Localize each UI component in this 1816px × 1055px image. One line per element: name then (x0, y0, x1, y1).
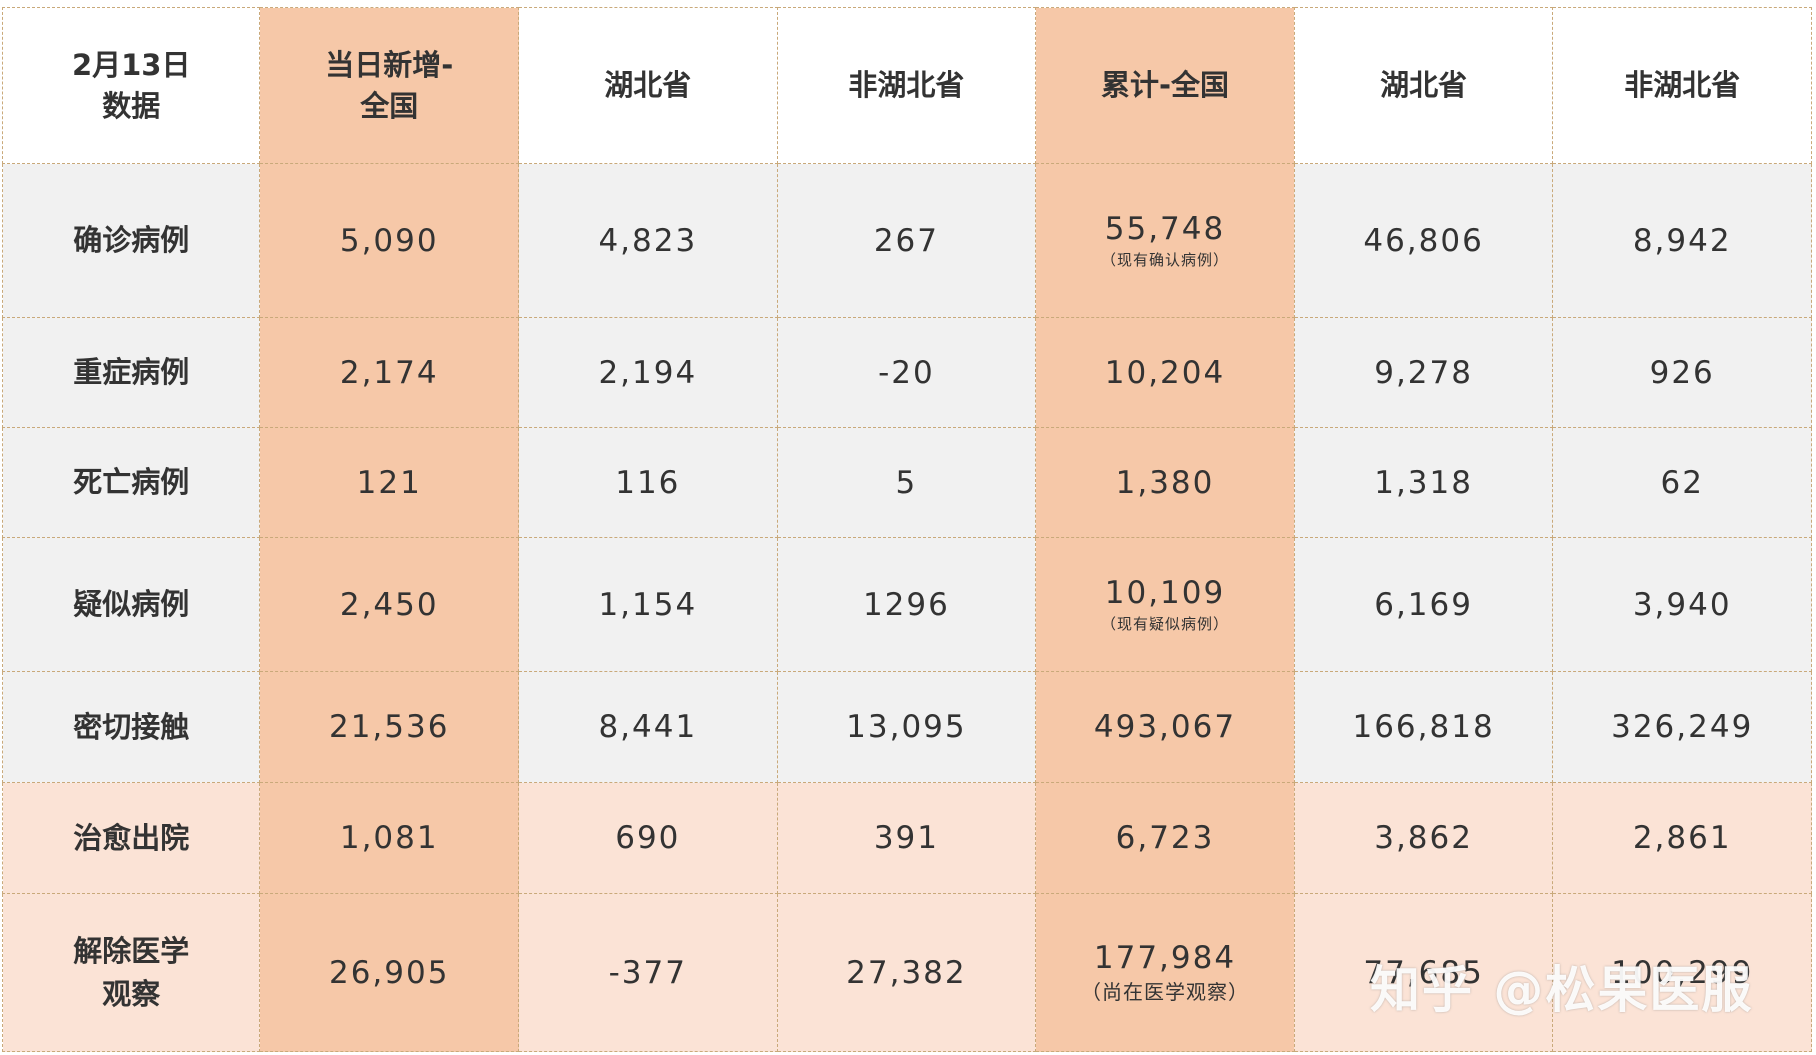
table-row-severe: 重症病例 2,174 2,194 -20 10,204 9,278 926 (1, 317, 1812, 428)
row-label: 重症病例 (1, 317, 261, 428)
cell-daily-national: 5,090 (259, 163, 520, 318)
cell-value: 177,984 (1093, 940, 1237, 976)
header-date: 2月13日 (71, 47, 191, 82)
statistics-table: 2月13日 数据 当日新增- 全国 湖北省 非湖北省 累计-全国 湖北省 非湖北… (1, 7, 1812, 1052)
cell-cumulative-non-hubei: 8,942 (1552, 163, 1812, 318)
table-row-close-contact: 密切接触 21,536 8,441 13,095 493,067 166,818… (1, 671, 1812, 783)
header-hubei-cumulative: 湖北省 (1293, 7, 1554, 164)
cell-note: （尚在医学观察） (1081, 980, 1249, 1004)
cell-value: 10,109 (1104, 575, 1226, 611)
header-hubei-daily: 湖北省 (518, 7, 778, 164)
cell-cumulative-national: 177,984 （尚在医学观察） (1035, 893, 1295, 1052)
header-cumulative-national: 累计-全国 (1035, 7, 1295, 164)
cell-cumulative-national: 55,748 （现有确认病例） (1035, 163, 1295, 318)
header-daily-new-national: 当日新增- 全国 (259, 7, 520, 164)
header-daily-new-line1: 当日新增- (325, 47, 454, 82)
cell-cumulative-non-hubei: 100,299 (1552, 893, 1812, 1052)
cell-daily-non-hubei: 391 (776, 782, 1037, 894)
table-row-death: 死亡病例 121 116 5 1,380 1,318 62 (1, 427, 1812, 538)
row-label: 确诊病例 (1, 163, 261, 318)
cell-cumulative-non-hubei: 926 (1552, 317, 1812, 428)
row-label-line2: 观察 (102, 976, 161, 1011)
cell-daily-hubei: 8,441 (518, 671, 778, 783)
cell-cumulative-national: 10,109 （现有疑似病例） (1035, 537, 1295, 672)
row-label: 解除医学 观察 (1, 893, 261, 1052)
row-label: 治愈出院 (1, 782, 261, 894)
table-row-cured: 治愈出院 1,081 690 391 6,723 3,862 2,861 (1, 782, 1812, 894)
cell-daily-hubei: 690 (518, 782, 778, 894)
cell-daily-national: 2,174 (259, 317, 520, 428)
cell-cumulative-national: 6,723 (1035, 782, 1295, 894)
cell-cumulative-non-hubei: 326,249 (1552, 671, 1812, 783)
cell-daily-hubei: 2,194 (518, 317, 778, 428)
cell-cumulative-hubei: 3,862 (1293, 782, 1554, 894)
cell-note: （现有确认病例） (1100, 251, 1229, 269)
cell-cumulative-hubei: 9,278 (1293, 317, 1554, 428)
cell-daily-national: 2,450 (259, 537, 520, 672)
row-label: 疑似病例 (1, 537, 261, 672)
table-row-released-observation: 解除医学 观察 26,905 -377 27,382 177,984 （尚在医学… (1, 893, 1812, 1052)
header-daily-new-line2: 全国 (360, 88, 419, 123)
cell-daily-non-hubei: 1296 (776, 537, 1037, 672)
cell-cumulative-national: 1,380 (1035, 427, 1295, 538)
cell-cumulative-hubei: 6,169 (1293, 537, 1554, 672)
cell-daily-hubei: 116 (518, 427, 778, 538)
cell-cumulative-non-hubei: 62 (1552, 427, 1812, 538)
cell-daily-non-hubei: 267 (776, 163, 1037, 318)
cell-cumulative-hubei: 1,318 (1293, 427, 1554, 538)
cell-cumulative-national: 10,204 (1035, 317, 1295, 428)
cell-daily-national: 121 (259, 427, 520, 538)
cell-daily-hubei: 1,154 (518, 537, 778, 672)
row-label: 死亡病例 (1, 427, 261, 538)
table-row-suspected: 疑似病例 2,450 1,154 1296 10,109 （现有疑似病例） 6,… (1, 537, 1812, 672)
row-label-line1: 解除医学 (73, 934, 190, 969)
header-corner-cell: 2月13日 数据 (1, 7, 261, 164)
table-row-confirmed: 确诊病例 5,090 4,823 267 55,748 （现有确认病例） 46,… (1, 163, 1812, 318)
cell-daily-non-hubei: -20 (776, 317, 1037, 428)
cell-cumulative-non-hubei: 3,940 (1552, 537, 1812, 672)
cell-daily-non-hubei: 13,095 (776, 671, 1037, 783)
row-label: 密切接触 (1, 671, 261, 783)
header-non-hubei-daily: 非湖北省 (776, 7, 1037, 164)
table-header-row: 2月13日 数据 当日新增- 全国 湖北省 非湖北省 累计-全国 湖北省 非湖北… (1, 7, 1812, 164)
header-data-label: 数据 (102, 88, 161, 123)
cell-value: 55,748 (1104, 211, 1226, 247)
cell-daily-national: 1,081 (259, 782, 520, 894)
cell-cumulative-hubei: 46,806 (1293, 163, 1554, 318)
cell-cumulative-non-hubei: 2,861 (1552, 782, 1812, 894)
cell-daily-national: 26,905 (259, 893, 520, 1052)
cell-cumulative-national: 493,067 (1035, 671, 1295, 783)
cell-daily-national: 21,536 (259, 671, 520, 783)
header-non-hubei-cumulative: 非湖北省 (1552, 7, 1812, 164)
cell-daily-non-hubei: 27,382 (776, 893, 1037, 1052)
cell-daily-non-hubei: 5 (776, 427, 1037, 538)
cell-daily-hubei: -377 (518, 893, 778, 1052)
cell-cumulative-hubei: 77,685 (1293, 893, 1554, 1052)
cell-note: （现有疑似病例） (1100, 615, 1229, 633)
cell-daily-hubei: 4,823 (518, 163, 778, 318)
cell-cumulative-hubei: 166,818 (1293, 671, 1554, 783)
